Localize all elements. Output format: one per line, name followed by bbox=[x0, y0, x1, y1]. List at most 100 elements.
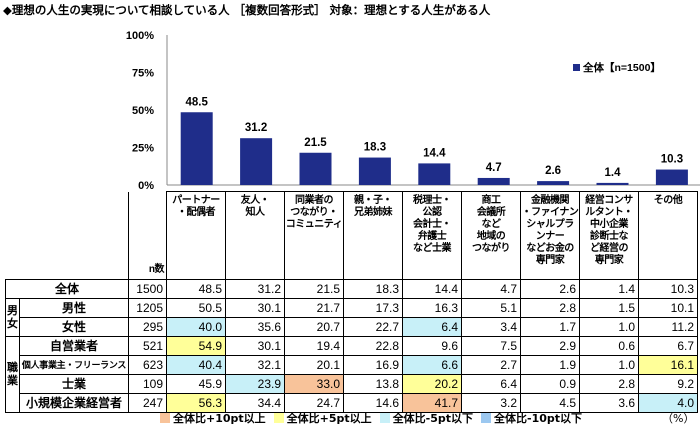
table-row: 全体 1500 48.5 31.2 21.5 18.3 14.4 4.7 2.6 1.4 10.3 bbox=[5, 279, 698, 299]
column-header-line: 同業者の bbox=[295, 195, 334, 206]
section-char: 女 bbox=[7, 317, 18, 330]
data-label: 10.3 bbox=[661, 154, 683, 166]
value-cell: 9.6 bbox=[402, 336, 462, 356]
section-char: 業 bbox=[7, 374, 18, 387]
column-header-line: 税理士・ bbox=[413, 195, 452, 206]
row-label: 自営業者 bbox=[19, 336, 129, 356]
value-cell: 3.6 bbox=[579, 393, 639, 413]
row-label: 小規模企業経営者 bbox=[19, 393, 129, 413]
column-header-line: など bbox=[481, 219, 502, 230]
header-blank bbox=[5, 191, 129, 280]
section-label: 職業 bbox=[5, 336, 20, 413]
value-cell: 6.4 bbox=[461, 374, 521, 394]
n-header: n数 bbox=[128, 191, 167, 280]
value-cell: 23.9 bbox=[225, 374, 285, 394]
data-label: 21.5 bbox=[304, 137, 327, 149]
data-label: 4.7 bbox=[486, 162, 502, 174]
value-cell: 4.5 bbox=[520, 393, 580, 413]
legend-item: 全体比+5pt以上 bbox=[273, 412, 372, 425]
value-cell: 11.2 bbox=[638, 317, 698, 337]
value-cell: 20.2 bbox=[402, 374, 462, 394]
legend-item: 全体比+10pt以上 bbox=[160, 413, 266, 425]
value-cell: 24.7 bbox=[284, 393, 344, 413]
table-row: 個人事業主・フリーランス 623 40.4 32.1 20.1 16.9 6.6 2.7 1.9… bbox=[6, 355, 698, 375]
column-header-line: 商工 bbox=[481, 195, 502, 206]
chart-title: ◆理想の人生の実現について相談している人 ［複数回答形式］ 対象：理想とする人生… bbox=[3, 3, 491, 17]
value-cell: 9.2 bbox=[638, 374, 698, 394]
value-cell: 1.9 bbox=[520, 355, 580, 375]
value-cell: 1.0 bbox=[579, 355, 639, 375]
value-cell: 0.6 bbox=[579, 336, 639, 356]
row-label: 女性 bbox=[19, 317, 129, 337]
column-header: 商工 会議所 など 地域の つながり bbox=[461, 191, 521, 280]
n-cell: 623 bbox=[128, 355, 167, 375]
row-label: 個人事業主・フリーランス bbox=[19, 355, 129, 375]
column-header-line: 経営コンサ bbox=[585, 195, 633, 206]
column-header-line: 診断士な bbox=[590, 231, 629, 242]
n-cell: 247 bbox=[128, 393, 167, 413]
value-cell: 40.0 bbox=[166, 317, 226, 337]
value-cell: 0.9 bbox=[520, 374, 580, 394]
data-label: 14.4 bbox=[423, 147, 446, 159]
value-cell: 2.8 bbox=[520, 298, 580, 318]
column-header-line: パートナー bbox=[172, 195, 220, 206]
column-header: 友人・ 知人 bbox=[225, 191, 285, 280]
section-label: 男女 bbox=[5, 298, 20, 337]
y-tick-label: 0% bbox=[138, 180, 154, 190]
column-header-line: 地域の bbox=[476, 231, 506, 242]
n-cell: 1205 bbox=[128, 298, 167, 318]
column-header: 金融機関 ・ファイナン シャルプラ ンナー などお金の 専門家 bbox=[520, 191, 580, 280]
n-cell: 295 bbox=[128, 317, 167, 337]
column-header-line: その他 bbox=[653, 195, 683, 206]
bar bbox=[358, 157, 391, 185]
legend-label: 全体比+5pt以上 bbox=[286, 412, 372, 425]
column-header-line: 兄弟姉妹 bbox=[354, 207, 393, 218]
value-cell: 6.6 bbox=[402, 355, 462, 375]
value-cell: 7.5 bbox=[461, 336, 521, 356]
y-tick-label: 25% bbox=[132, 143, 154, 155]
n-cell: 521 bbox=[128, 336, 167, 356]
unit-label: （%） bbox=[662, 412, 695, 425]
section-char: 職 bbox=[7, 361, 18, 374]
legend-item: 全体比-10pt以下 bbox=[481, 413, 582, 425]
value-cell: 1.7 bbox=[520, 317, 580, 337]
column-header-line: など士業 bbox=[413, 243, 452, 254]
column-header-line: つながり・ bbox=[290, 207, 338, 218]
column-header-line: ルタント・ bbox=[585, 207, 633, 218]
column-header-line: 金融機関 bbox=[531, 195, 570, 206]
column-header: その他 bbox=[638, 191, 698, 280]
table-row: 士業 109 45.9 23.9 33.0 13.8 20.2 6.4 0.9 2.8 9.2 bbox=[6, 374, 698, 394]
value-cell: 3.4 bbox=[461, 317, 521, 337]
column-header: 親・子・ 兄弟姉妹 bbox=[343, 191, 403, 280]
value-cell: 6.4 bbox=[402, 317, 462, 337]
value-cell: 16.9 bbox=[343, 355, 403, 375]
bar bbox=[180, 112, 213, 185]
column-header-line: シャルプラ bbox=[526, 219, 574, 230]
column-header-line: ・ファイナン bbox=[521, 207, 579, 218]
column-header: パートナー ・配偶者 bbox=[166, 191, 226, 280]
legend-label: 全体比+10pt以上 bbox=[173, 412, 266, 425]
value-cell: 22.7 bbox=[343, 317, 403, 337]
value-cell: 32.1 bbox=[225, 355, 285, 375]
section-char: 男 bbox=[7, 304, 18, 317]
value-cell: 2.8 bbox=[579, 374, 639, 394]
data-label: 1.4 bbox=[605, 167, 622, 179]
row-label: 男性 bbox=[19, 298, 129, 318]
column-header-line: ンナー bbox=[535, 231, 565, 242]
column-header-line: 専門家 bbox=[594, 255, 624, 266]
legend-swatch bbox=[160, 413, 170, 423]
value-cell: 2.6 bbox=[520, 279, 580, 299]
value-cell: 41.7 bbox=[402, 393, 462, 413]
value-cell: 2.9 bbox=[520, 336, 580, 356]
value-cell: 4.7 bbox=[461, 279, 521, 299]
table-row: 男女男性 1205 50.5 30.1 21.7 17.3 16.3 5.1 2.8 1.5 10.… bbox=[5, 298, 698, 337]
value-cell: 17.3 bbox=[343, 298, 403, 318]
table-row: 小規模企業経営者 247 56.3 34.4 24.7 14.6 41.7 3.2 4.5 3.6… bbox=[6, 393, 698, 413]
column-header-line: 親・子・ bbox=[354, 195, 393, 206]
y-tick-label: 75% bbox=[132, 68, 154, 80]
value-cell: 1.4 bbox=[579, 279, 639, 299]
column-header-line: 公認 bbox=[422, 207, 443, 218]
column-header-line: 中小企業 bbox=[590, 219, 629, 230]
value-cell: 6.7 bbox=[638, 336, 698, 356]
